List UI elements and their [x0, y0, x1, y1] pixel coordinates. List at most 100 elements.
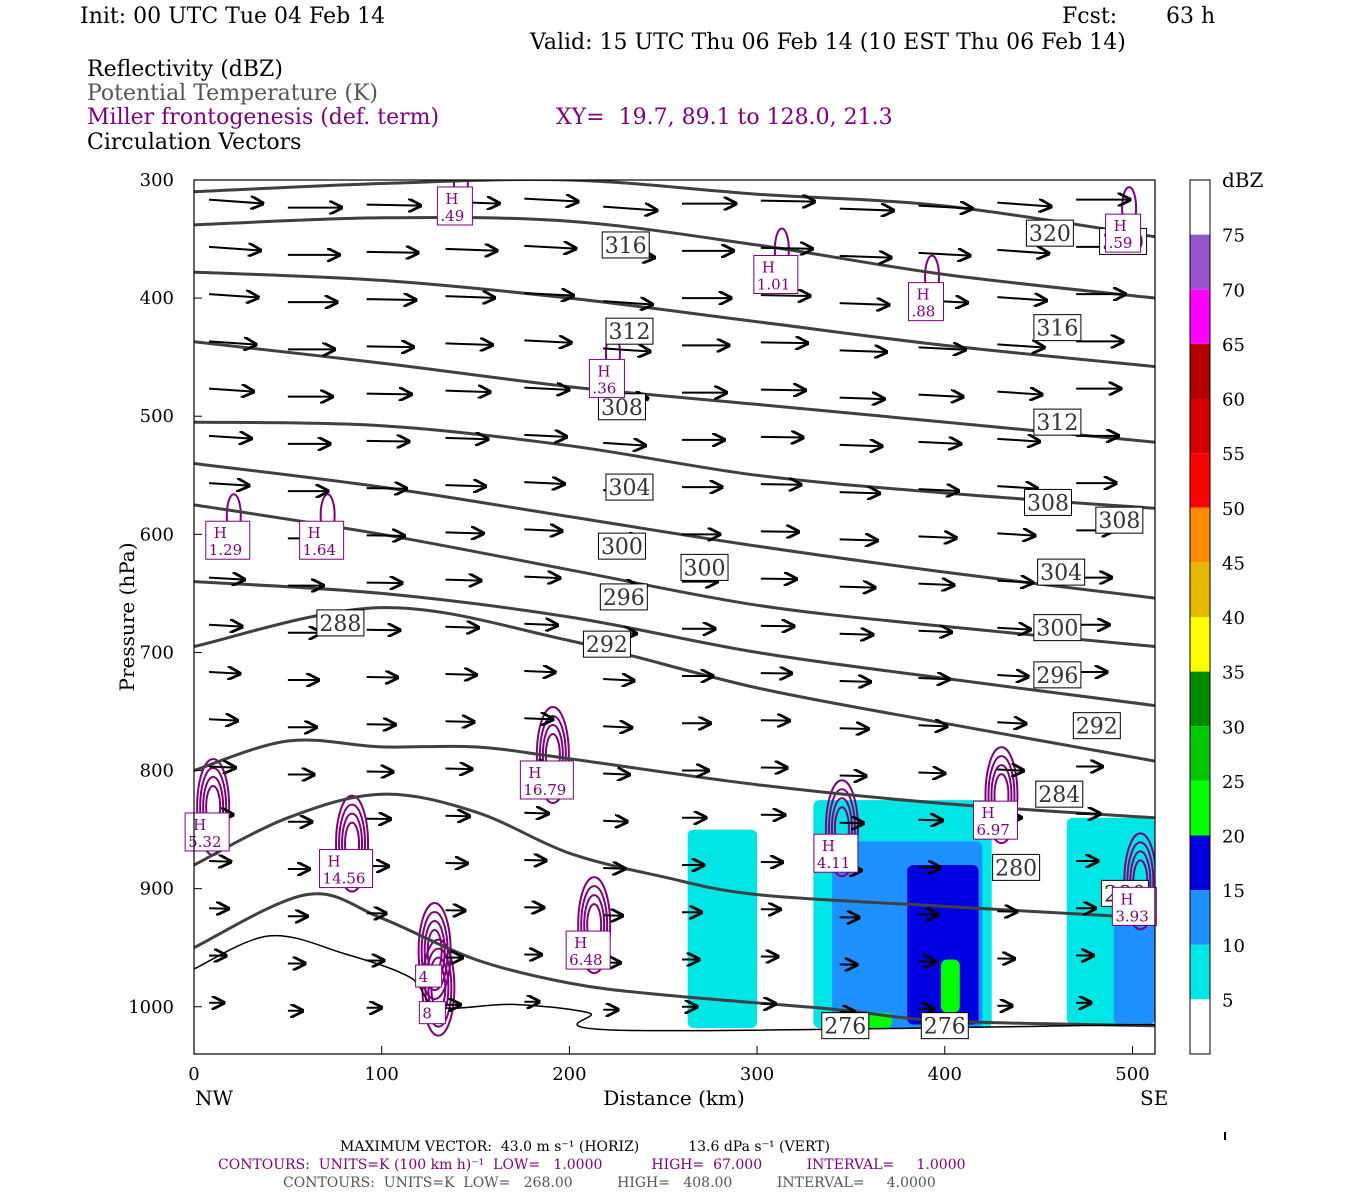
- circulation-vector: [760, 437, 803, 438]
- circulation-vector: [524, 577, 560, 579]
- colorbar-swatch: [1190, 944, 1210, 1000]
- isentrope-label-text: 312: [1036, 411, 1078, 436]
- colorbar-swatch: [1190, 617, 1210, 672]
- isentrope-label-box: [1035, 780, 1084, 808]
- circulation-vector: [997, 486, 1037, 489]
- x-end-right: SE: [1140, 1086, 1168, 1110]
- colorbar-label: 15: [1222, 881, 1245, 902]
- circulation-vector: [839, 303, 889, 305]
- circulation-vector: [918, 536, 957, 538]
- circulation-vector: [918, 678, 950, 679]
- circulation-vector: [366, 299, 416, 300]
- isentrope-label-box: [582, 630, 631, 658]
- circulation-vector: [760, 579, 797, 580]
- plot-frame: [193, 179, 1156, 1055]
- circulation-vector: [603, 207, 657, 211]
- frontogenesis-max-box: [972, 800, 1018, 840]
- frontogenesis-max-value: .49: [440, 207, 464, 225]
- circulation-vector: [208, 672, 240, 674]
- isentrope-label-text: 312: [608, 320, 650, 345]
- isentrope-308: [194, 340, 1155, 444]
- colorbar-label: 50: [1222, 499, 1245, 520]
- colorbar-swatch: [1190, 398, 1210, 454]
- valid-time: Valid: 15 UTC Thu 06 Feb 14 (10 EST Thu …: [530, 30, 1126, 55]
- x-tick-label: 200: [552, 1064, 586, 1085]
- circulation-vector: [524, 388, 569, 390]
- isentrope-label-text: 308: [1098, 509, 1140, 534]
- circulation-vector: [839, 492, 880, 493]
- isentrope-label: 304: [1037, 558, 1086, 586]
- isentrope-label-box: [992, 853, 1041, 881]
- colorbar-label: 40: [1222, 608, 1245, 629]
- frontogenesis-max-label: H1.29: [205, 520, 251, 560]
- frontogenesis-max-box: [436, 186, 473, 226]
- isentrope-label: 296: [1033, 661, 1082, 689]
- colorbar-label: 65: [1222, 335, 1245, 356]
- circulation-vector: [445, 769, 472, 770]
- circulation-vector: [839, 587, 876, 588]
- isentrope-label-box: [605, 317, 654, 345]
- circulation-vector: [918, 347, 966, 349]
- isentrope-label-text: 284: [1038, 783, 1080, 808]
- colorbar-swatch: [1190, 890, 1210, 945]
- frontogenesis-max-box: [415, 964, 443, 988]
- circulation-vector: [208, 767, 235, 768]
- circulation-vector: [997, 392, 1042, 395]
- isentrope-label-box: [1095, 506, 1144, 534]
- frontogenesis-max-label: H1.01: [753, 254, 799, 294]
- circulation-vector: [997, 533, 1035, 535]
- circulation-vector: [524, 293, 573, 296]
- colorbar-swatch: [1190, 999, 1210, 1054]
- frontogenesis-max-label: H.88: [908, 282, 945, 322]
- init-time: Init: 00 UTC Tue 04 Feb 14: [80, 4, 386, 29]
- frontogenesis-max-h: H: [193, 816, 206, 834]
- y-tick-label: 700: [140, 642, 174, 663]
- frontogenesis-max-value: 5.32: [188, 833, 221, 851]
- circulation-vector: [445, 580, 482, 581]
- colorbar-swatch: [1190, 234, 1210, 290]
- isentrope-label-box: [601, 231, 650, 259]
- circulation-vector: [603, 726, 632, 727]
- theta-title: Potential Temperature (K): [87, 81, 378, 106]
- circulation-vector: [445, 438, 488, 439]
- circulation-vector: [997, 203, 1051, 207]
- frontogenesis-max-h: H: [822, 837, 835, 855]
- isentrope-label: 284: [1035, 780, 1084, 808]
- circulation-vector: [839, 398, 885, 399]
- isentrope-320: [194, 180, 1155, 239]
- isentrope-label-box: [605, 473, 654, 501]
- circulation-vector: [445, 249, 498, 251]
- terrain-line: [194, 934, 1155, 1032]
- isentrope-label: 276: [821, 1012, 870, 1040]
- frontogenesis-max-value: 6.97: [976, 821, 1009, 839]
- circulation-vector: [445, 485, 486, 486]
- circulation-vector: [603, 348, 650, 351]
- circulation-vector: [524, 435, 566, 437]
- circulation-vector: [918, 867, 941, 868]
- y-tick-label: 900: [140, 879, 174, 900]
- isentrope-292: [194, 580, 1155, 708]
- colorbar-swatch: [1190, 726, 1210, 781]
- circulation-vector: [208, 247, 261, 251]
- isentrope-label: 276: [920, 1012, 969, 1040]
- circulation-vector: [760, 201, 815, 202]
- circulation-vector: [918, 489, 959, 491]
- frontogenesis-max-label: H3.93: [1111, 886, 1157, 926]
- colorbar-label: 5: [1222, 990, 1233, 1011]
- frontogenesis-max-box: [519, 760, 574, 800]
- circulation-vector: [918, 584, 955, 586]
- isentrope-label: 288: [316, 609, 365, 637]
- circulation-vector: [524, 246, 576, 249]
- isentrope-label-box: [1037, 558, 1086, 586]
- colorbar-label: 55: [1222, 444, 1245, 465]
- circulation-vector: [760, 390, 806, 391]
- isentrope-label-box: [1024, 488, 1073, 516]
- isentrope-label-text: 316: [1036, 317, 1078, 342]
- colorbar-label: 70: [1222, 280, 1245, 301]
- circulation-vector: [366, 441, 409, 442]
- circulation-vector: [997, 770, 1023, 771]
- circulation-vector: [760, 484, 801, 485]
- isentrope-300: [194, 462, 1155, 600]
- circulation-vector: [524, 860, 546, 861]
- frontogenesis-max-box: [588, 358, 625, 398]
